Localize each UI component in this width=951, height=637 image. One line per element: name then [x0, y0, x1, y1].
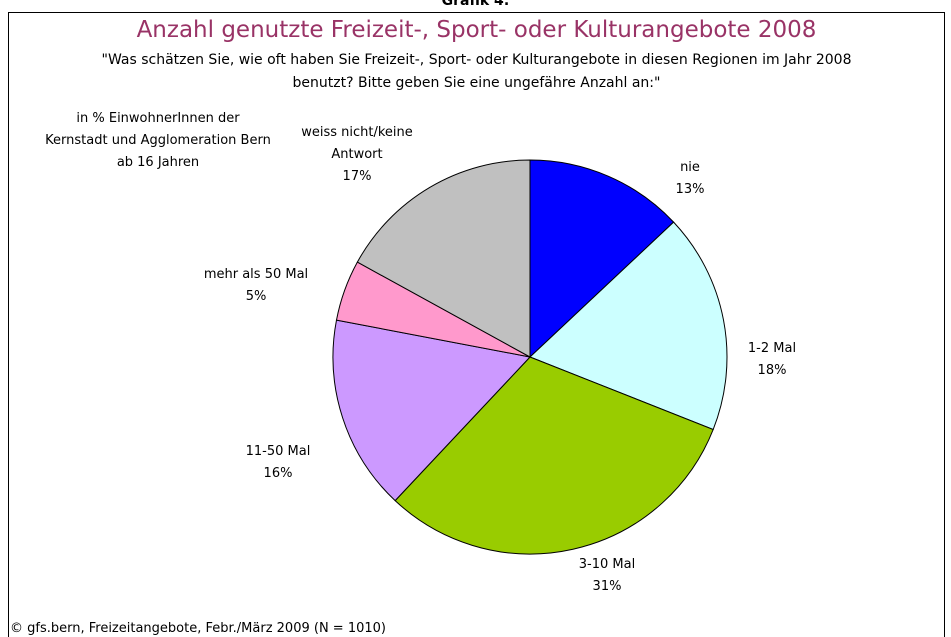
slice-label: 11-50 Mal 16%	[203, 441, 353, 485]
frame	[8, 12, 945, 637]
note-line: Kernstadt und Agglomeration Bern	[45, 133, 271, 148]
note: in % EinwohnerInnen der Kernstadt und Ag…	[18, 108, 298, 174]
value-label: 13%	[675, 182, 705, 197]
pie-slice	[394, 356, 714, 555]
slice-label: 1-2 Mal 18%	[697, 338, 847, 382]
value-label: 16%	[263, 466, 293, 481]
category-label: mehr als 50 Mal	[203, 267, 309, 282]
source: © gfs.bern, Freizeitangebote, Febr./März…	[10, 621, 386, 636]
slice-label: 3-10 Mal 31%	[532, 554, 682, 598]
value-label: 18%	[757, 363, 787, 378]
header: Grafik 4:	[441, 0, 510, 9]
subtitle-line: benutzt? Bitte geben Sie eine ungefähre …	[292, 75, 661, 91]
pie-slice	[529, 159, 675, 359]
note-line: in % EinwohnerInnen der	[76, 111, 240, 126]
category-label: weiss nicht/keine Antwort	[301, 125, 413, 162]
note-line: ab 16 Jahren	[116, 155, 200, 170]
pie-slice	[356, 159, 531, 358]
subtitle-line: "Was schätzen Sie, wie oft haben Sie Fre…	[101, 52, 852, 68]
subtitle: "Was schätzen Sie, wie oft haben Sie Fre…	[8, 49, 945, 95]
category-label: 11-50 Mal	[245, 444, 311, 459]
category-label: 3-10 Mal	[578, 557, 636, 572]
pie-slice	[529, 221, 728, 431]
category-label: 1-2 Mal	[747, 341, 797, 356]
value-label: 5%	[245, 289, 267, 304]
pie-slice	[332, 319, 531, 502]
value-label: 17%	[342, 169, 372, 184]
category-label: nie	[680, 160, 700, 175]
slice-label: nie 13%	[615, 157, 765, 201]
slice-label: weiss nicht/keine Antwort 17%	[282, 122, 432, 188]
value-label: 31%	[592, 579, 622, 594]
slice-label: mehr als 50 Mal 5%	[181, 264, 331, 308]
chart-title: Anzahl genutzte Freizeit-, Sport- oder K…	[136, 17, 817, 43]
